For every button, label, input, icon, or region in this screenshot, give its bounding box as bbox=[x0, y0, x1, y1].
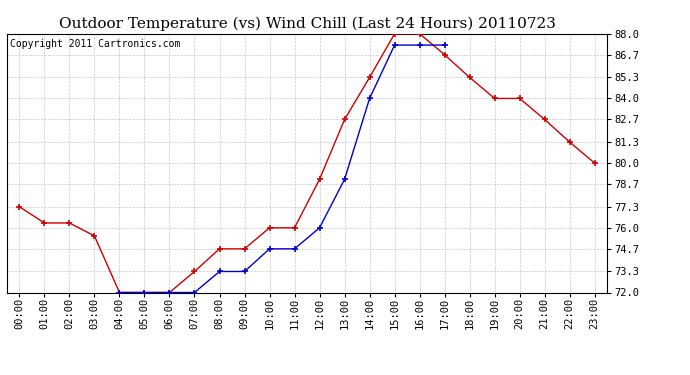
Title: Outdoor Temperature (vs) Wind Chill (Last 24 Hours) 20110723: Outdoor Temperature (vs) Wind Chill (Las… bbox=[59, 17, 555, 31]
Text: Copyright 2011 Cartronics.com: Copyright 2011 Cartronics.com bbox=[10, 39, 180, 49]
